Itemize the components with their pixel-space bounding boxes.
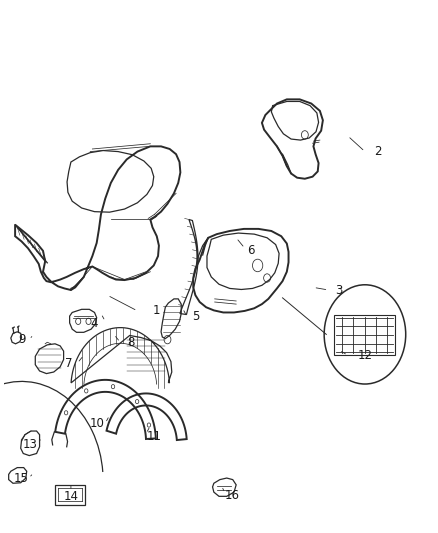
Text: 10: 10 [89,417,104,430]
Text: 13: 13 [23,438,38,450]
Text: 6: 6 [247,244,255,257]
Text: 1: 1 [153,304,160,317]
Text: 8: 8 [127,336,135,349]
Text: 14: 14 [64,490,78,503]
Text: 2: 2 [374,145,381,158]
Text: 16: 16 [224,489,240,502]
Text: 7: 7 [65,357,73,369]
Text: 12: 12 [357,349,372,362]
Text: 3: 3 [336,284,343,296]
Text: 15: 15 [14,472,29,484]
Text: 9: 9 [18,333,25,346]
Text: 5: 5 [192,310,199,322]
Text: 11: 11 [147,430,162,443]
Text: 4: 4 [91,318,98,330]
